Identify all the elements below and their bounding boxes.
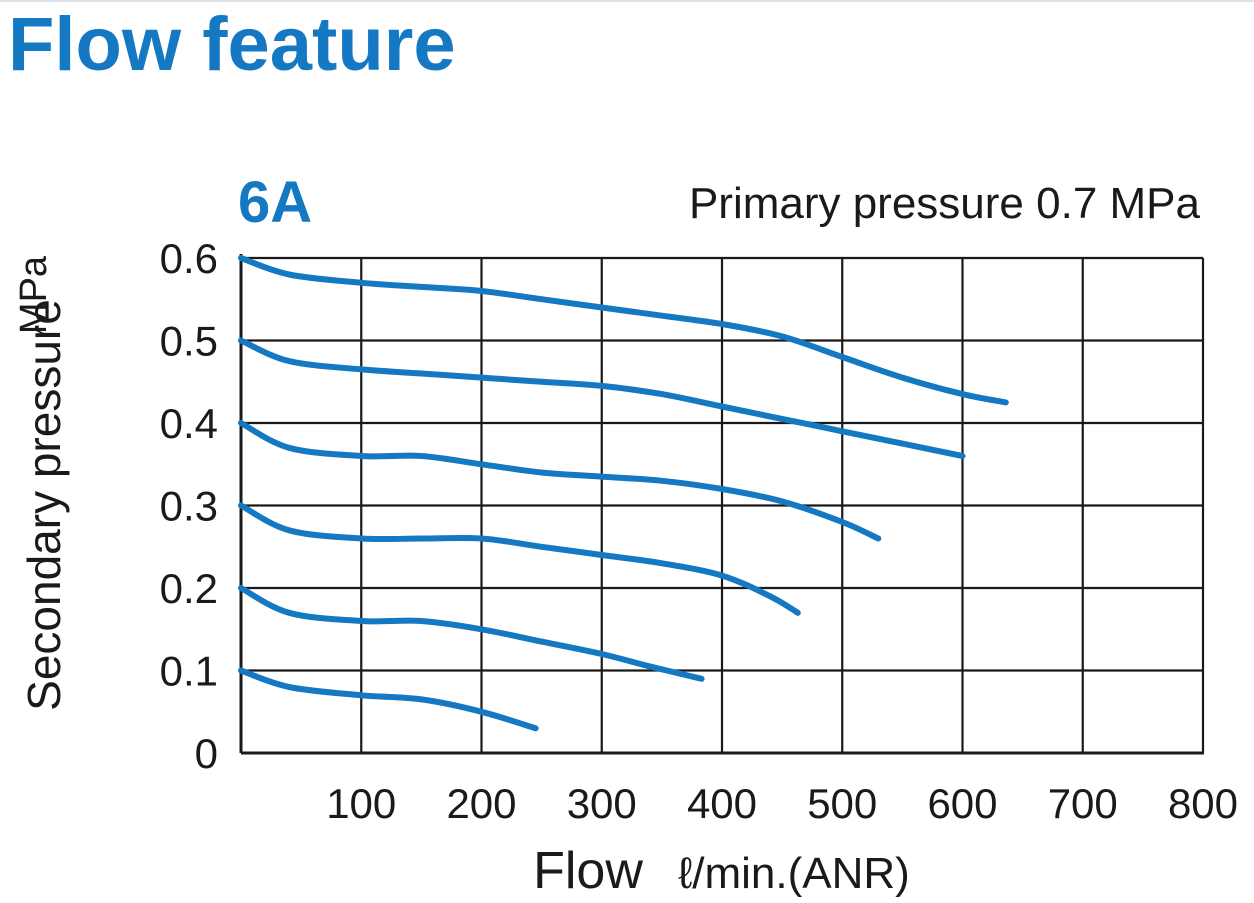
curve-series-1: [238, 667, 539, 732]
x-tick-label-400: 400: [687, 780, 757, 827]
curves: [238, 255, 1009, 732]
x-tick-label-600: 600: [927, 780, 997, 827]
x-tick-labels: 100 200 300 400 500 600 700 800: [326, 780, 1238, 827]
page-title: Flow feature: [8, 2, 456, 87]
y-axis-unit: MPa: [13, 255, 55, 334]
curve-series-6: [238, 255, 1009, 406]
x-tick-label-700: 700: [1048, 780, 1118, 827]
x-tick-label-800: 800: [1168, 780, 1238, 827]
curve-series-2: [238, 585, 705, 682]
x-axis-unit: ℓ/min.(ANR): [678, 849, 910, 898]
model-label: 6A: [238, 170, 312, 235]
x-tick-label-100: 100: [326, 780, 396, 827]
x-tick-label-300: 300: [567, 780, 637, 827]
grid: [239, 254, 1205, 755]
y-tick-label-0.4: 0.4: [160, 400, 218, 447]
x-axis-label: Flow: [533, 842, 643, 900]
x-tick-label-200: 200: [446, 780, 516, 827]
top-divider: [0, 0, 1254, 2]
x-tick-label-500: 500: [807, 780, 877, 827]
curve-series-5: [238, 337, 966, 459]
y-axis-label: Secondary pressure: [18, 299, 70, 711]
y-tick-label-0.3: 0.3: [160, 483, 218, 530]
curve-series-3: [238, 502, 801, 616]
chart-subtitle: Primary pressure 0.7 MPa: [689, 179, 1201, 228]
y-tick-label-0.6: 0.6: [160, 235, 218, 282]
y-tick-label-0.2: 0.2: [160, 565, 218, 612]
y-tick-label-0.1: 0.1: [160, 648, 218, 695]
curve-series-4: [238, 420, 882, 542]
y-tick-label-0.5: 0.5: [160, 318, 218, 365]
y-tick-label-0: 0: [195, 730, 218, 777]
y-tick-labels: 0 0.1 0.2 0.3 0.4 0.5 0.6: [160, 235, 218, 777]
